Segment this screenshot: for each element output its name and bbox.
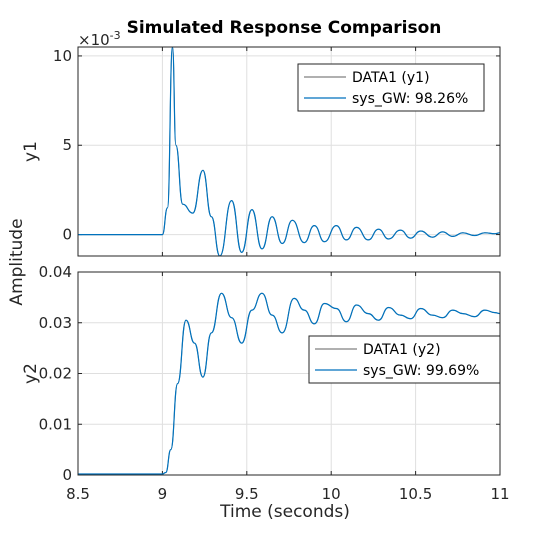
series-line-model: [78, 292, 500, 475]
subplot-y-label: y1: [21, 141, 41, 162]
y-exponent-label: ×10-3: [78, 29, 121, 49]
x-tick-label: 9.5: [235, 485, 259, 503]
x-tick-label: 10: [322, 485, 341, 503]
bottom-subplot: 0 0.01 0.02 0.03 0.04 8.5 9 9.5 10 10.5 11 y2 DATA1 …: [21, 263, 510, 503]
legend-box: [308, 335, 501, 384]
y-tick-label: 5: [62, 136, 72, 154]
legend: DATA1 (y1) sys_GW: 98.26%: [297, 63, 485, 112]
series-line-model: [78, 47, 500, 256]
legend-label: DATA1 (y2): [363, 342, 441, 358]
y-exponent-base: ×10: [78, 31, 110, 49]
legend-label: sys_GW: 99.69%: [363, 363, 479, 379]
legend: DATA1 (y2) sys_GW: 99.69%: [308, 335, 501, 384]
y-tick-label: 10: [53, 47, 72, 65]
y-tick-label: 0.02: [39, 365, 72, 383]
chart-title: Simulated Response Comparison: [127, 18, 442, 38]
x-tick-label: 9: [158, 485, 168, 503]
legend-label: DATA1 (y1): [352, 70, 430, 86]
x-tick-label: 11: [490, 485, 509, 503]
legend-label: sys_GW: 98.26%: [352, 91, 468, 107]
axes-frame: [77, 46, 501, 257]
y-tick-label: 0.04: [39, 263, 72, 281]
x-tick-label: 10.5: [399, 485, 432, 503]
subplot-y-label: y2: [21, 363, 41, 384]
x-tick-label: 8.5: [66, 485, 90, 503]
top-subplot: 0 5 10 ×10-3 y1 DATA1 (y1) sys_GW: 98.26%: [21, 29, 501, 257]
y-tick-label: 0.03: [39, 314, 72, 332]
shared-y-axis-label: Amplitude: [7, 218, 27, 305]
y-exponent-power: -3: [110, 29, 121, 42]
y-tick-label: 0: [62, 466, 72, 484]
y-tick-label: 0: [62, 226, 72, 244]
y-tick-label: 0.01: [39, 415, 72, 433]
legend-box: [297, 63, 485, 112]
x-axis-label: Time (seconds): [219, 502, 350, 522]
